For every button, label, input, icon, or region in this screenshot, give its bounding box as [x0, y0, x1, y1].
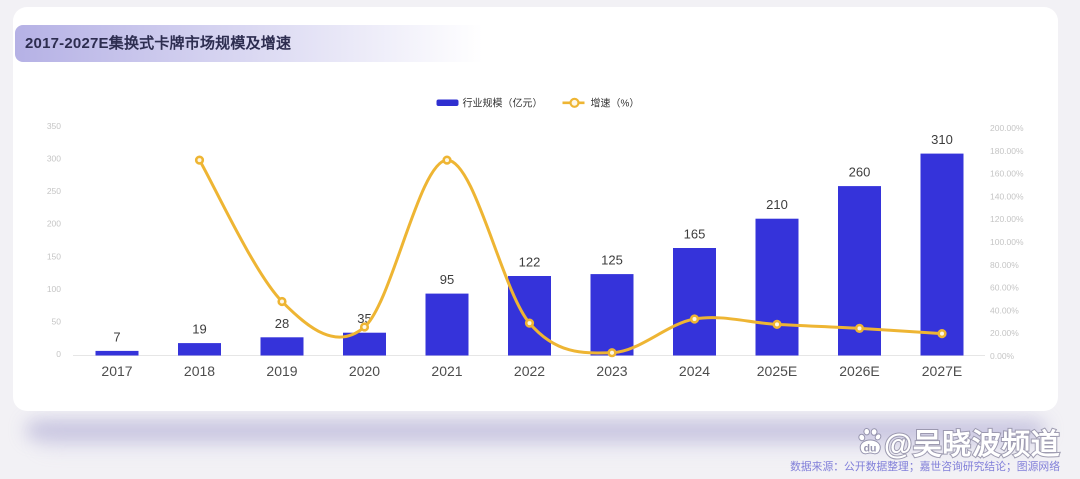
svg-text:2020: 2020 — [349, 363, 380, 379]
svg-text:2023: 2023 — [596, 363, 627, 379]
svg-text:增速（%）: 增速（%） — [591, 97, 640, 110]
svg-text:2021: 2021 — [431, 363, 462, 379]
svg-text:260: 260 — [849, 165, 871, 180]
svg-text:2022: 2022 — [514, 363, 545, 379]
svg-text:2018: 2018 — [184, 363, 215, 379]
svg-text:300: 300 — [47, 154, 61, 164]
svg-text:2017: 2017 — [101, 363, 132, 379]
svg-text:du: du — [864, 443, 877, 455]
svg-text:160.00%: 160.00% — [990, 169, 1024, 179]
svg-text:2026E: 2026E — [839, 363, 879, 379]
svg-text:2025E: 2025E — [757, 363, 797, 379]
svg-text:2027E: 2027E — [922, 363, 962, 379]
svg-text:2019: 2019 — [266, 363, 297, 379]
svg-text:140.00%: 140.00% — [990, 191, 1024, 201]
svg-text:60.00%: 60.00% — [990, 283, 1019, 293]
svg-text:0.00%: 0.00% — [990, 351, 1015, 361]
svg-text:180.00%: 180.00% — [990, 146, 1024, 156]
svg-text:50: 50 — [52, 316, 62, 326]
svg-text:120.00%: 120.00% — [990, 214, 1024, 224]
svg-text:40.00%: 40.00% — [990, 305, 1019, 315]
svg-text:150: 150 — [47, 251, 61, 261]
svg-text:100.00%: 100.00% — [990, 237, 1024, 247]
svg-text:100: 100 — [47, 284, 61, 294]
svg-text:210: 210 — [766, 197, 788, 212]
svg-text:7: 7 — [113, 329, 120, 344]
svg-text:0: 0 — [56, 349, 61, 359]
svg-text:28: 28 — [275, 316, 289, 331]
svg-text:行业规模（亿元）: 行业规模（亿元） — [463, 97, 543, 110]
svg-text:122: 122 — [519, 255, 541, 270]
svg-text:95: 95 — [440, 272, 454, 287]
svg-text:310: 310 — [931, 132, 953, 147]
svg-text:165: 165 — [684, 227, 706, 242]
svg-text:19: 19 — [192, 322, 206, 337]
svg-text:2024: 2024 — [679, 363, 710, 379]
svg-text:20.00%: 20.00% — [990, 328, 1019, 338]
svg-text:350: 350 — [47, 121, 61, 131]
svg-text:200: 200 — [47, 219, 61, 229]
svg-text:200.00%: 200.00% — [990, 123, 1024, 133]
svg-text:80.00%: 80.00% — [990, 260, 1019, 270]
svg-text:125: 125 — [601, 253, 623, 268]
svg-text:250: 250 — [47, 186, 61, 196]
